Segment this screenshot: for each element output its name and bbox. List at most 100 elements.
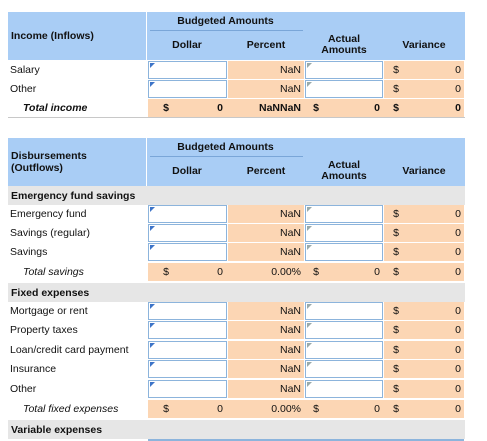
income-budgeted-header: Budgeted Amounts [177, 15, 274, 27]
comment-marker-icon [307, 323, 312, 328]
variance-cell [384, 224, 464, 242]
dollar-input[interactable] [148, 380, 227, 398]
total-variance-value: 0 [455, 102, 461, 114]
percent-cell: NaN [228, 302, 304, 320]
variance-currency: $ [393, 363, 399, 375]
comment-marker-icon [150, 382, 155, 387]
variance-value: 0 [455, 64, 461, 76]
total-fixed-row-bg [148, 400, 464, 418]
variance-value: 0 [455, 383, 461, 395]
next-row-peek [148, 439, 464, 441]
income-variance-cell [384, 61, 464, 79]
dollar-input[interactable] [148, 224, 227, 242]
variance-currency: $ [393, 83, 399, 95]
disb-col-variance: Variance [402, 165, 446, 177]
disb-budgeted-header: Budgeted Amounts [177, 141, 274, 153]
actual-input[interactable] [305, 243, 383, 261]
variance-value: 0 [455, 344, 461, 356]
total-variance-value: 0 [455, 266, 461, 278]
comment-marker-icon [307, 207, 312, 212]
comment-marker-icon [150, 82, 155, 87]
variance-cell [384, 321, 464, 339]
percent-value: NaN [279, 383, 301, 395]
variance-value: 0 [455, 246, 461, 258]
disb-col-actual: Actual Amounts [321, 159, 367, 182]
income-percent-cell: NaN [228, 61, 304, 79]
income-col-variance: Variance [402, 39, 446, 51]
percent-cell: NaN [228, 341, 304, 359]
comment-marker-icon [307, 304, 312, 309]
disb-header-right [147, 138, 465, 186]
section-title-row [8, 283, 465, 302]
actual-input[interactable] [305, 360, 383, 378]
disb-section-label: Disbursements (Outflows) [11, 150, 87, 174]
variance-value: 0 [455, 324, 461, 336]
percent-value: NaN [279, 305, 301, 317]
income-dollar-input[interactable] [148, 61, 227, 79]
income-actual-input[interactable] [305, 80, 383, 98]
percent-cell: NaN [228, 380, 304, 398]
expense-row-label: Savings (regular) [10, 227, 90, 239]
expense-row-label: Property taxes [10, 324, 78, 336]
income-total-row-bg [148, 99, 464, 117]
income-percent-value: NaN [279, 64, 301, 76]
income-dollar-input[interactable] [148, 80, 227, 98]
divider [8, 117, 465, 118]
variance-currency: $ [393, 383, 399, 395]
income-section-label: Income (Inflows) [11, 30, 94, 42]
variance-currency: $ [393, 324, 399, 336]
income-actual-input[interactable] [305, 61, 383, 79]
comment-marker-icon [150, 362, 155, 367]
dollar-input[interactable] [148, 302, 227, 320]
total-percent-value: NaNNaN [258, 102, 301, 114]
fixed-section-title: Fixed expenses [11, 286, 90, 299]
total-actual-symbol: $ [313, 102, 319, 114]
dollar-input[interactable] [148, 205, 227, 223]
actual-input[interactable] [305, 341, 383, 359]
comment-marker-icon [150, 323, 155, 328]
expense-row-label: Emergency fund [10, 208, 87, 220]
dollar-input[interactable] [148, 360, 227, 378]
dollar-input[interactable] [148, 341, 227, 359]
variance-currency: $ [393, 64, 399, 76]
total-dollar-symbol: $ [163, 403, 169, 415]
comment-marker-icon [307, 226, 312, 231]
variance-cell [384, 205, 464, 223]
variance-currency: $ [393, 227, 399, 239]
comment-marker-icon [150, 207, 155, 212]
percent-cell: NaN [228, 224, 304, 242]
actual-input[interactable] [305, 224, 383, 242]
expense-row-label: Other [10, 383, 37, 395]
disb-col-percent: Percent [246, 165, 286, 177]
variance-currency: $ [393, 246, 399, 258]
total-dollar-symbol: $ [163, 266, 169, 278]
actual-input[interactable] [305, 380, 383, 398]
total-dollar-value: 0 [217, 266, 223, 278]
percent-value: NaN [279, 208, 301, 220]
actual-input[interactable] [305, 302, 383, 320]
variance-cell [384, 360, 464, 378]
percent-value: NaN [279, 363, 301, 375]
percent-cell: NaN [228, 243, 304, 261]
actual-input[interactable] [305, 321, 383, 339]
variance-cell [384, 380, 464, 398]
total-dollar-symbol: $ [163, 102, 169, 114]
total-percent-value: 0.00% [271, 266, 301, 278]
dollar-input[interactable] [148, 243, 227, 261]
expense-row-label: Mortgage or rent [10, 305, 88, 317]
comment-marker-icon [307, 245, 312, 250]
disb-col-dollar: Dollar [172, 165, 202, 177]
actual-input[interactable] [305, 205, 383, 223]
comment-marker-icon [150, 245, 155, 250]
comment-marker-icon [150, 226, 155, 231]
income-row-label: Salary [10, 64, 40, 76]
income-total-label: Total income [23, 102, 88, 114]
expense-row-label: Loan/credit card payment [10, 344, 129, 356]
dollar-input[interactable] [148, 321, 227, 339]
income-percent-value: NaN [279, 83, 301, 95]
total-savings-label: Total savings [23, 266, 84, 278]
variance-cell [384, 243, 464, 261]
variance-value: 0 [455, 208, 461, 220]
section-title-row [8, 186, 465, 205]
total-variance-symbol: $ [393, 102, 399, 114]
